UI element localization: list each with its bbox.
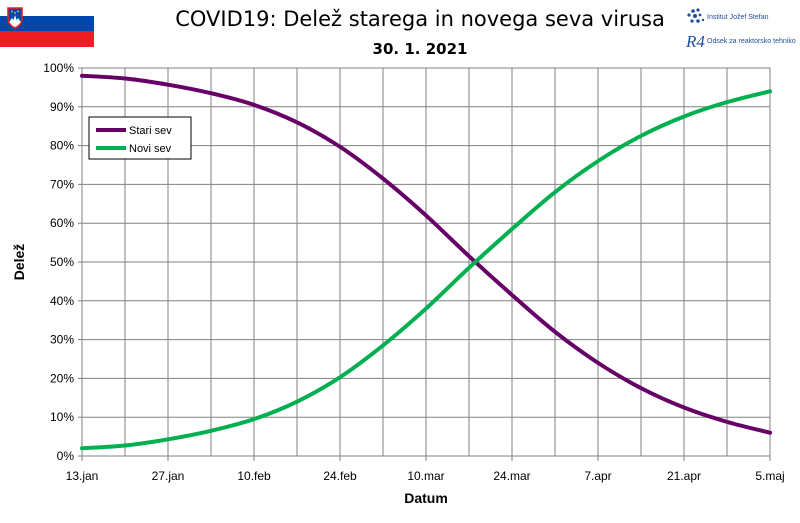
x-tick-label: 7.apr [584,469,611,483]
chart-title: COVID19: Delež starega in novega seva vi… [175,7,665,31]
x-axis-ticks: 13.jan 27.jan 10.feb 24.feb 10.mar 24.mar 7.ap… [66,456,785,483]
x-tick-label: 10.feb [237,469,271,483]
r4-logo-icon: R4 [685,32,705,51]
x-tick-label: 24.mar [493,469,530,483]
y-tick-label: 80% [50,139,74,153]
y-tick-label: 40% [50,294,74,308]
y-axis-label: Delež [11,244,27,281]
series-lines [80,73,772,451]
institute-dept-text: Odsek za reaktorsko tehniko [707,38,796,45]
y-tick-label: 50% [50,255,74,269]
series-line-novi-sev [80,89,772,451]
y-tick-label: 100% [43,61,74,75]
legend-label-novi-sev: Novi sev [129,143,172,155]
x-tick-label: 10.mar [407,469,444,483]
y-tick-label: 90% [50,100,74,114]
x-tick-label: 5.maj [755,469,784,483]
x-tick-label: 27.jan [152,469,185,483]
y-axis-ticks: 0% 10% 20% 30% 40% 50% 60% 70% 80% 90% 100% [43,61,82,463]
y-tick-label: 20% [50,371,74,385]
x-tick-label: 24.feb [323,469,357,483]
legend-label-stari-sev: Stari sev [129,125,172,137]
y-tick-label: 30% [50,333,74,347]
series-line-stari-sev [80,73,772,435]
legend-item-stari-sev: Stari sev [96,125,172,137]
x-tick-label: 13.jan [66,469,99,483]
y-tick-label: 60% [50,216,74,230]
legend-item-novi-sev: Novi sev [96,143,172,155]
ijs-logo-icon [687,8,705,23]
grid [81,67,771,457]
institute-ijs-text: Institut Jožef Stefan [707,14,769,21]
y-tick-label: 0% [57,449,75,463]
x-axis-label: Datum [404,490,448,506]
legend: Stari sev Novi sev [88,116,192,160]
y-tick-label: 70% [50,177,74,191]
y-tick-label: 10% [50,410,74,424]
chart-subtitle: 30. 1. 2021 [373,40,468,58]
x-tick-label: 21.apr [667,469,701,483]
slovenia-flag-icon [0,0,94,47]
r4-logo-text: R4 [685,32,705,51]
